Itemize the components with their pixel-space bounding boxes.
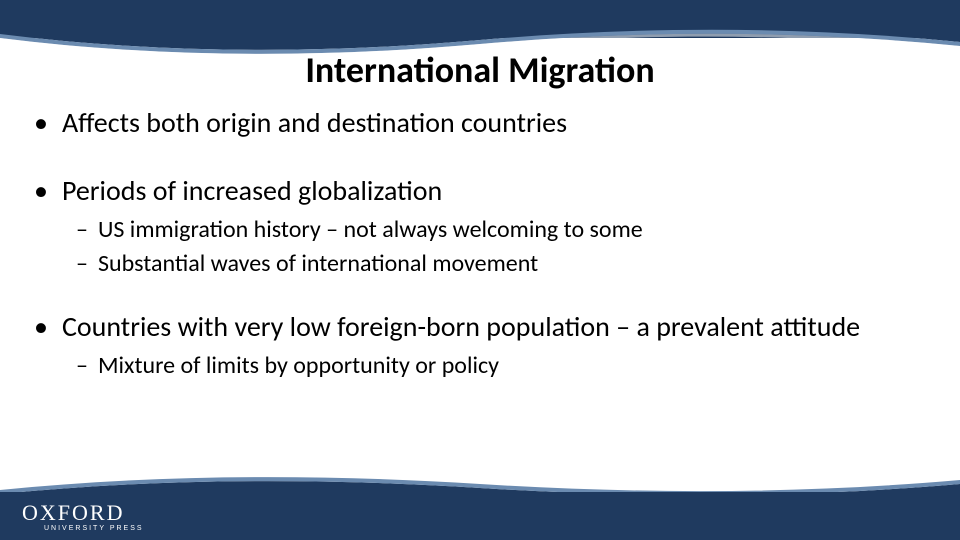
bullet-text: Substantial waves of international movem… — [98, 248, 538, 280]
content-area: • Affects both origin and destination co… — [34, 104, 926, 384]
bullet-item: • Affects both origin and destination co… — [34, 104, 926, 142]
bullet-marker: • — [34, 308, 48, 346]
bullet-marker: • — [34, 104, 48, 142]
logo-main-text: OXFORD — [22, 500, 144, 526]
bullet-text: US immigration history – not always welc… — [98, 214, 643, 246]
bullet-marker: – — [76, 214, 88, 246]
spacer — [34, 146, 926, 172]
bullet-marker: – — [76, 248, 88, 280]
bullet-marker: – — [76, 350, 88, 382]
slide: International Migration • Affects both o… — [0, 0, 960, 540]
slide-title: International Migration — [0, 48, 960, 92]
sub-bullet-item: – US immigration history – not always we… — [76, 214, 926, 246]
bullet-text: Periods of increased globalization — [62, 172, 442, 210]
bullet-text: Mixture of limits by opportunity or poli… — [98, 350, 499, 382]
bullet-text: Affects both origin and destination coun… — [62, 104, 567, 142]
sub-bullet-item: – Substantial waves of international mov… — [76, 248, 926, 280]
publisher-logo: OXFORD UNIVERSITY PRESS — [22, 500, 144, 532]
bottom-band — [0, 492, 960, 540]
sub-bullet-item: – Mixture of limits by opportunity or po… — [76, 350, 926, 382]
logo-sub-text: UNIVERSITY PRESS — [44, 525, 144, 532]
bullet-item: • Countries with very low foreign-born p… — [34, 308, 926, 346]
bullet-item: • Periods of increased globalization — [34, 172, 926, 210]
bullet-marker: • — [34, 172, 48, 210]
spacer — [34, 282, 926, 308]
bullet-text: Countries with very low foreign-born pop… — [62, 308, 860, 346]
